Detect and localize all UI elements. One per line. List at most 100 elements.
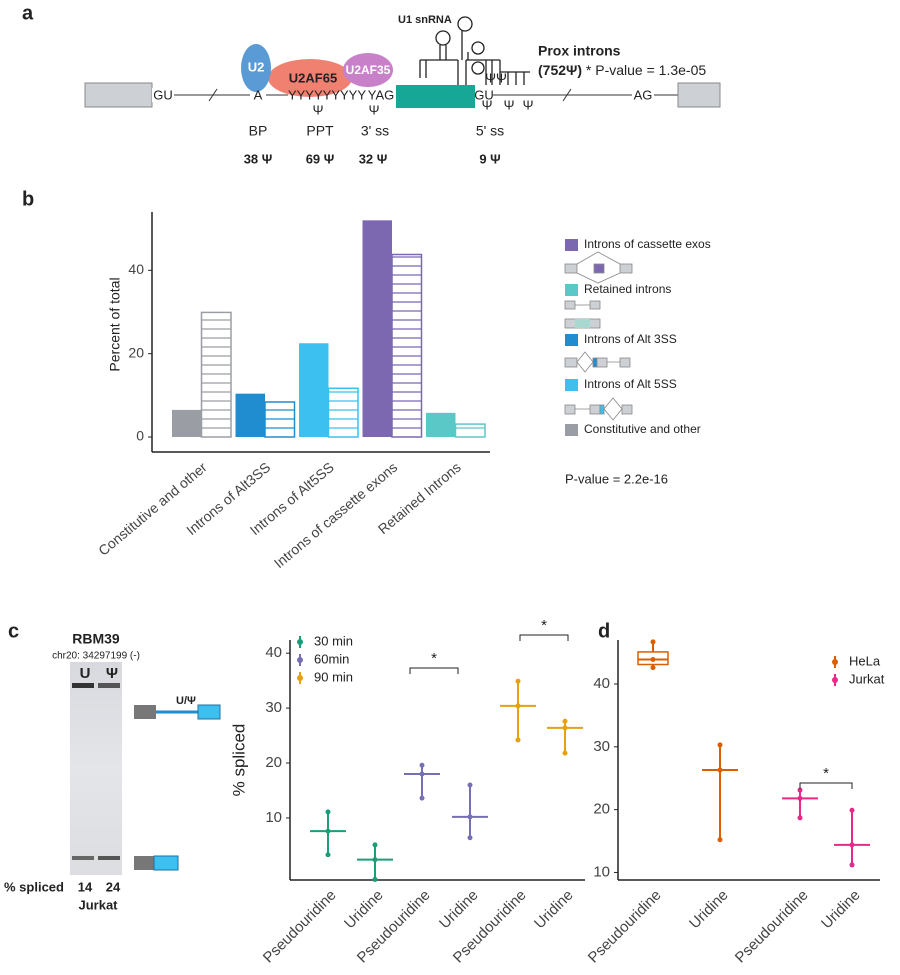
row-label: % spliced [4, 879, 64, 894]
gel-band [98, 683, 120, 688]
psi-mark: Ψ [369, 102, 380, 117]
mask [366, 88, 396, 102]
y-tick-label: 10 [265, 809, 282, 826]
site-count: 9 Ψ [479, 151, 500, 166]
y-tick-label: 40 [265, 644, 282, 661]
legend-label: Introns of Alt 5SS [584, 377, 677, 391]
annotation-p-value: * P-value = 1.3e-05 [582, 62, 706, 78]
panel-label: b [22, 188, 34, 210]
u2af35-shape [343, 53, 393, 87]
legend-label: Jurkat [849, 671, 885, 686]
range-dot [325, 852, 331, 858]
legend-symbol [832, 659, 838, 665]
p-value: P-value = 2.2e-16 [565, 471, 668, 486]
range-dot [562, 718, 568, 724]
bar [327, 387, 359, 438]
legend-swatch [565, 379, 578, 391]
y-tick-label: 20 [128, 344, 144, 360]
legend-swatch [565, 424, 578, 436]
gene-name: RBM39 [72, 631, 120, 647]
x-tick-label: Introns of cassette exons [271, 459, 401, 571]
bar [454, 423, 486, 438]
range-dot [650, 639, 656, 645]
legend-label: Retained introns [584, 282, 671, 296]
sequence: A [254, 87, 263, 102]
gel-band [98, 856, 120, 860]
exon [396, 85, 475, 108]
mask [475, 88, 493, 102]
bar [299, 343, 329, 437]
rna-label: U1 snRNA [398, 14, 452, 26]
x-tick-label: Uridine [436, 887, 482, 933]
range-dot [467, 782, 473, 788]
break-mark [562, 88, 572, 102]
spliced-value: 14 [78, 879, 93, 894]
significance-bracket [409, 667, 459, 674]
range-dot [372, 857, 378, 863]
mask [152, 88, 174, 102]
psi-mark: ΨΨ [485, 70, 507, 85]
significance-star: * [541, 617, 547, 634]
legend-symbol [297, 639, 303, 645]
gel-band [72, 683, 94, 688]
break-mark [208, 88, 218, 102]
legend-symbol [297, 657, 303, 663]
x-tick-label: Pseudouridine [732, 887, 812, 967]
legend-label: Constitutive and other [584, 422, 701, 436]
legend-label: 30 min [314, 633, 353, 648]
legend-symbol [297, 675, 303, 681]
site-label: 5' ss [476, 123, 504, 139]
lane-label: U [80, 665, 91, 682]
range-dot [325, 809, 331, 815]
legend-swatch [565, 334, 578, 346]
sequence: YAG [368, 87, 395, 102]
x-tick-label: Constitutive and other [95, 459, 210, 559]
panel-label: a [22, 2, 34, 24]
u2af65-shape [268, 59, 352, 97]
bar [172, 409, 202, 437]
bar [426, 412, 456, 437]
sequence: AG [634, 87, 653, 102]
isoform-exon [153, 855, 179, 871]
y-tick-label: 40 [593, 675, 610, 692]
bar [200, 311, 232, 438]
bar [235, 393, 265, 437]
gel-image [70, 662, 122, 875]
panel-label: c [8, 620, 19, 642]
x-tick-label: Uridine [686, 887, 732, 933]
range-dot [467, 814, 473, 820]
significance-bracket [519, 634, 569, 641]
exon [84, 82, 153, 108]
sequence: GU [474, 87, 494, 102]
isoform-exon [134, 705, 156, 719]
y-tick-label: 20 [265, 754, 282, 771]
locus: chr20: 34297199 (-) [52, 651, 140, 662]
range-dot [797, 795, 803, 801]
significance-bracket [799, 782, 853, 789]
range-dot [717, 837, 723, 843]
range-dot [562, 725, 568, 731]
psi-mark: Ψ [523, 97, 534, 112]
isoform-exon [134, 856, 154, 870]
range-dot [372, 842, 378, 848]
range-dot [372, 876, 378, 882]
legend-label: Introns of cassette exos [584, 237, 711, 251]
y-tick-label: 30 [593, 738, 610, 755]
isoform-label: U/Ψ [176, 695, 196, 707]
legend-label: HeLa [849, 653, 881, 668]
site-label: BP [249, 123, 268, 139]
legend-swatch [565, 284, 578, 296]
y-tick-label: 10 [593, 863, 610, 880]
sequence: GU [153, 87, 173, 102]
range-dot [717, 742, 723, 748]
significance-star: * [431, 650, 437, 667]
x-tick-label: Uridine [531, 887, 577, 933]
range-dot [650, 656, 656, 662]
legend-symbol [832, 677, 838, 683]
y-tick-label: 40 [128, 261, 144, 277]
range-dot [849, 807, 855, 813]
site-count: 69 Ψ [306, 151, 335, 166]
protein-label: U2AF35 [346, 63, 391, 77]
isoform-exon [197, 704, 221, 720]
